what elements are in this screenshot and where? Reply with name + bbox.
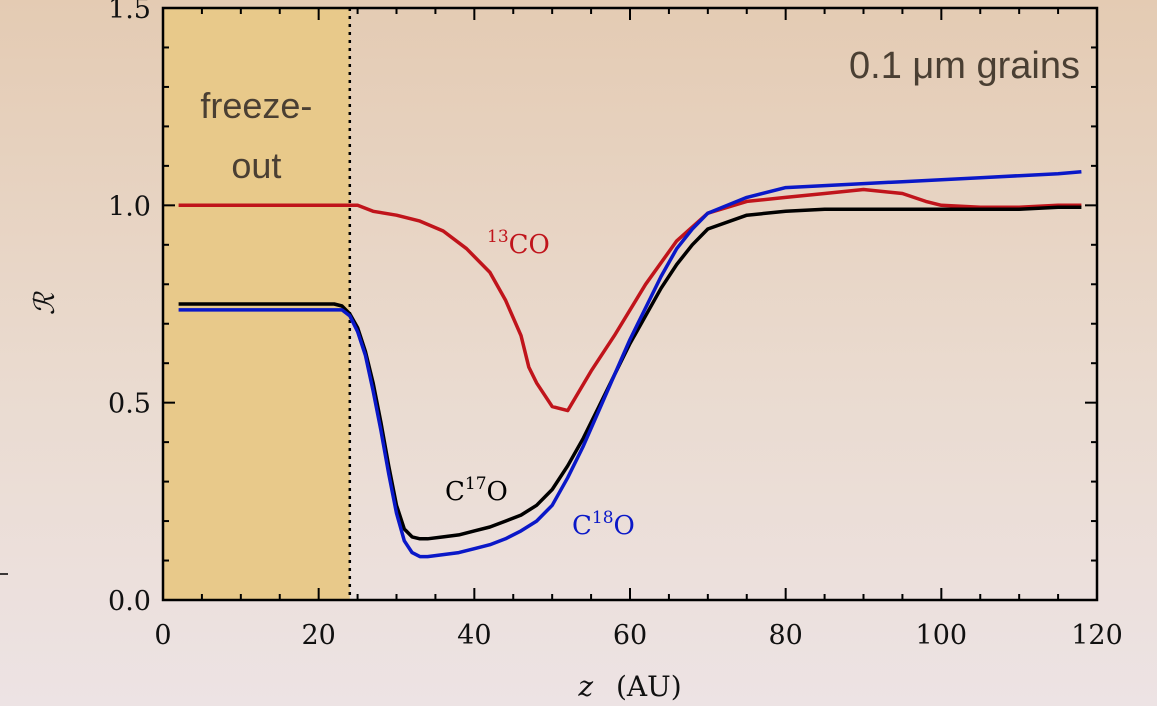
x-tick-label: 0 — [154, 620, 171, 651]
y-tick-label: 0.5 — [108, 389, 151, 420]
x-axis-label: z (AU) — [577, 670, 681, 703]
series-line-0 — [178, 187, 1082, 413]
axis-tick-labels: 0 20 40 60 80 100 120 0.0 0.5 1.0 1.5 — [108, 0, 1123, 651]
grain-size-annotation: 0.1 μm grains — [849, 45, 1080, 87]
x-tick-label: 120 — [1071, 620, 1123, 651]
freeze-out-label-line2: out — [231, 145, 281, 186]
series-line-2 — [178, 170, 1082, 559]
series-lines — [178, 170, 1082, 559]
x-tick-label: 40 — [457, 620, 491, 651]
y-tick-label: 0.0 — [108, 586, 151, 617]
y-tick-label: 1.0 — [108, 191, 151, 222]
y-axis-label: ℛ — [28, 291, 61, 315]
axis-ticks — [162, 7, 1098, 601]
x-tick-label: 100 — [916, 620, 968, 651]
freeze-out-label-line1: freeze- — [200, 85, 312, 126]
x-axis-variable: z — [577, 670, 593, 703]
series-label-2: C18O — [572, 508, 635, 541]
x-tick-label: 80 — [768, 620, 802, 651]
y-tick-label: 1.5 — [108, 0, 151, 25]
x-tick-label: 60 — [613, 620, 647, 651]
x-axis-unit: (AU) — [616, 670, 682, 703]
series-label-0: 13CO — [487, 227, 550, 260]
series-labels: 13CO C17O C18O — [445, 227, 635, 541]
series-label-1: C17O — [445, 474, 508, 507]
x-tick-label: 20 — [301, 620, 335, 651]
